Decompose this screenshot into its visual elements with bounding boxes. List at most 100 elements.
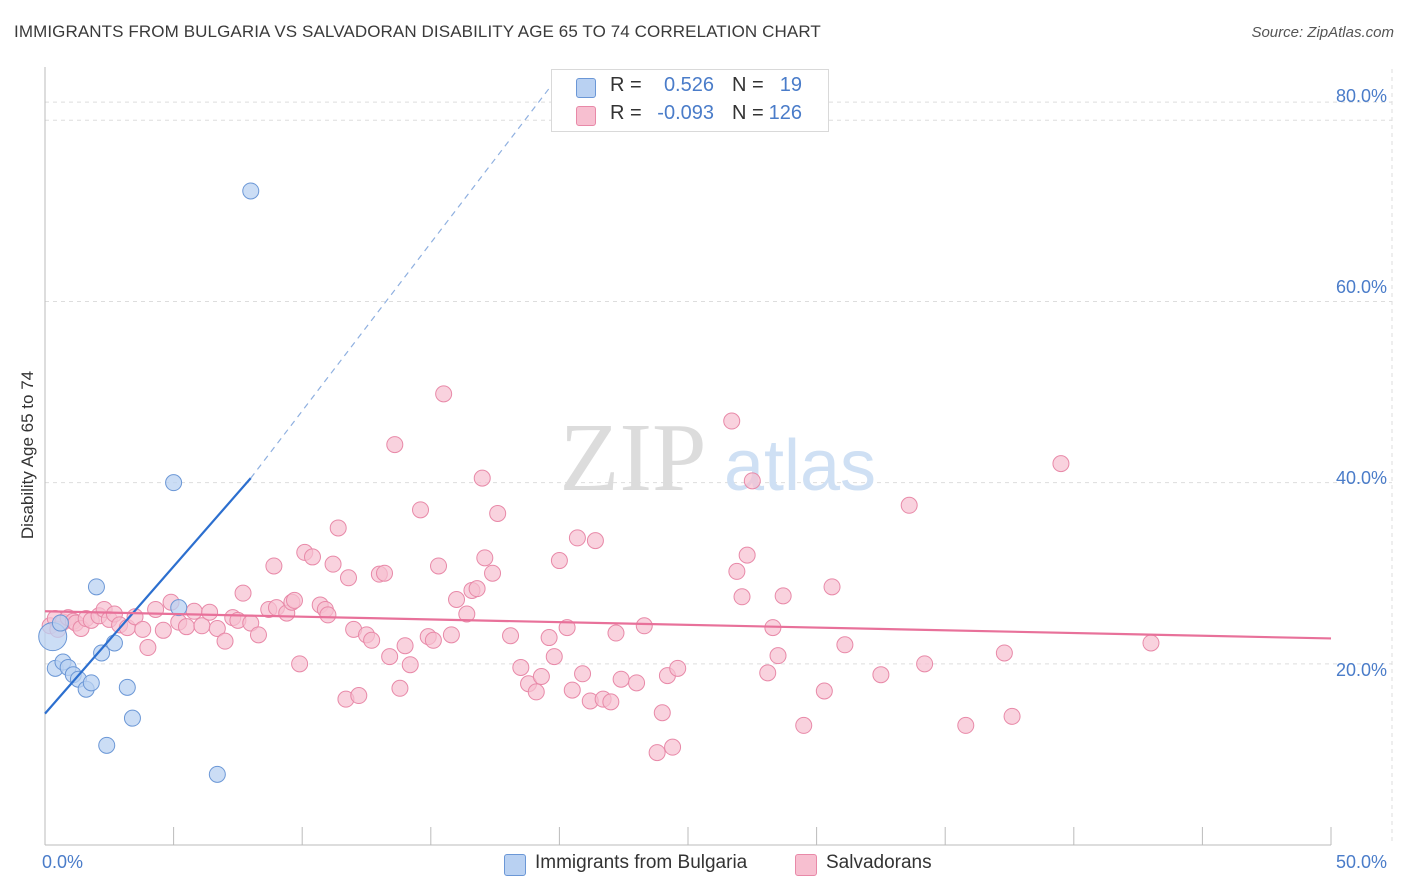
salvadorans-point: [607, 624, 625, 642]
x-tick-label-min: 0.0%: [42, 852, 84, 872]
salvadorans-point: [723, 412, 741, 430]
salvadorans-point: [442, 626, 460, 644]
salvadorans-point: [653, 704, 671, 722]
salvadorans-point: [458, 605, 476, 623]
chart-title: IMMIGRANTS FROM BULGARIA VS SALVADORAN D…: [14, 22, 821, 41]
salvadorans-point: [769, 647, 787, 665]
n-value: 126: [768, 102, 802, 124]
stats-row-salvadorans: R = -0.093 N = 126: [552, 100, 828, 128]
salvadorans-point: [285, 591, 303, 609]
salvadorans-point: [602, 693, 620, 711]
salvadorans-point: [568, 529, 586, 547]
salvadorans-point: [502, 627, 520, 645]
salvadorans-point: [303, 548, 321, 566]
salvadorans-point: [995, 644, 1013, 662]
salvadorans-point: [319, 606, 337, 624]
salvadorans-point: [648, 744, 666, 762]
salvadorans-point: [249, 626, 267, 644]
salvadorans-point: [234, 584, 252, 602]
salvadorans-point: [795, 716, 813, 734]
source-label: Source: ZipAtlas.com: [1251, 24, 1394, 41]
salvadorans-point: [774, 587, 792, 605]
salvadorans-point: [430, 557, 448, 575]
salvadorans-point: [376, 564, 394, 582]
salvadorans-point: [558, 619, 576, 637]
r-value: -0.093: [657, 102, 714, 124]
legend-label: Immigrants from Bulgaria: [535, 852, 748, 873]
bulgaria-point: [98, 736, 116, 754]
salvadorans-point: [586, 532, 604, 550]
salvadorans-point: [424, 631, 442, 649]
salvadorans-point: [350, 687, 368, 705]
x-tick-label-max: 50.0%: [1336, 852, 1388, 872]
salvadorans-point: [669, 659, 687, 677]
salvadorans-point: [201, 603, 219, 621]
salvadorans-point: [363, 631, 381, 649]
salvadorans-point: [412, 501, 430, 519]
salvadorans-point: [134, 620, 152, 638]
bulgaria-point: [170, 599, 188, 617]
salvadorans-point: [527, 683, 545, 701]
salvadorans-point: [512, 658, 530, 676]
salvadorans-point: [957, 716, 975, 734]
salvadorans-point: [396, 637, 414, 655]
salvadorans-point: [329, 519, 347, 537]
salvadorans-point: [815, 682, 833, 700]
bulgaria-point: [123, 709, 141, 727]
r-label: R =: [610, 102, 642, 124]
legend-label: Salvadorans: [826, 852, 932, 873]
bulgaria-points: [38, 182, 260, 783]
salvadorans-point: [468, 580, 486, 598]
bulgaria-point: [242, 182, 260, 200]
salvadorans-point: [484, 564, 502, 582]
bulgaria-point: [87, 578, 105, 596]
salvadorans-point: [550, 552, 568, 570]
bulgaria-swatch: [576, 78, 596, 98]
salvadorans-point: [916, 655, 934, 673]
stats-legend: R = 0.526 N = 19 R = -0.093 N = 126: [551, 69, 829, 132]
salvadorans-point: [635, 617, 653, 635]
gridlines: [45, 69, 1393, 845]
salvadorans-point: [435, 385, 453, 403]
salvadorans-swatch: [576, 106, 596, 126]
salvadorans-point: [489, 504, 507, 522]
r-label: R =: [610, 74, 642, 96]
salvadorans-point: [324, 555, 342, 573]
salvadorans-point: [147, 600, 165, 618]
salvadorans-point: [738, 546, 756, 564]
watermark-atlas: atlas: [724, 426, 876, 506]
salvadorans-point: [339, 569, 357, 587]
salvadorans-point: [900, 496, 918, 514]
salvadorans-point: [545, 648, 563, 666]
salvadorans-point: [381, 648, 399, 666]
bulgaria-point: [165, 474, 183, 492]
stats-row-bulgaria: R = 0.526 N = 19: [552, 72, 828, 100]
bulgaria-point: [105, 634, 123, 652]
salvadorans-point: [743, 472, 761, 490]
salvadorans-point: [872, 666, 890, 684]
salvadorans-point: [563, 681, 581, 699]
trend-lines: [44, 74, 1332, 715]
y-tick-label-40: 40.0%: [1336, 468, 1388, 488]
salvadorans-point: [759, 664, 777, 682]
y-tick-label-80: 80.0%: [1336, 86, 1388, 106]
n-value: 19: [779, 74, 802, 96]
bulgaria-point: [118, 678, 136, 696]
salvadorans-point: [216, 632, 234, 650]
salvadorans-point: [532, 668, 550, 686]
salvadorans-point: [476, 549, 494, 567]
salvadorans-point: [540, 629, 558, 647]
salvadorans-trend-line: [44, 610, 1332, 640]
salvadorans-point: [1003, 707, 1021, 725]
salvadorans-point: [836, 636, 854, 654]
salvadorans-point: [391, 679, 409, 697]
y-tick-label-60: 60.0%: [1336, 277, 1388, 297]
salvadorans-point: [185, 602, 203, 620]
r-value: 0.526: [663, 74, 714, 96]
n-label: N =: [732, 74, 764, 96]
salvadorans-point: [265, 557, 283, 575]
salvadorans-point: [448, 591, 466, 609]
salvadorans-point: [154, 621, 172, 639]
salvadorans-point: [1142, 634, 1160, 652]
